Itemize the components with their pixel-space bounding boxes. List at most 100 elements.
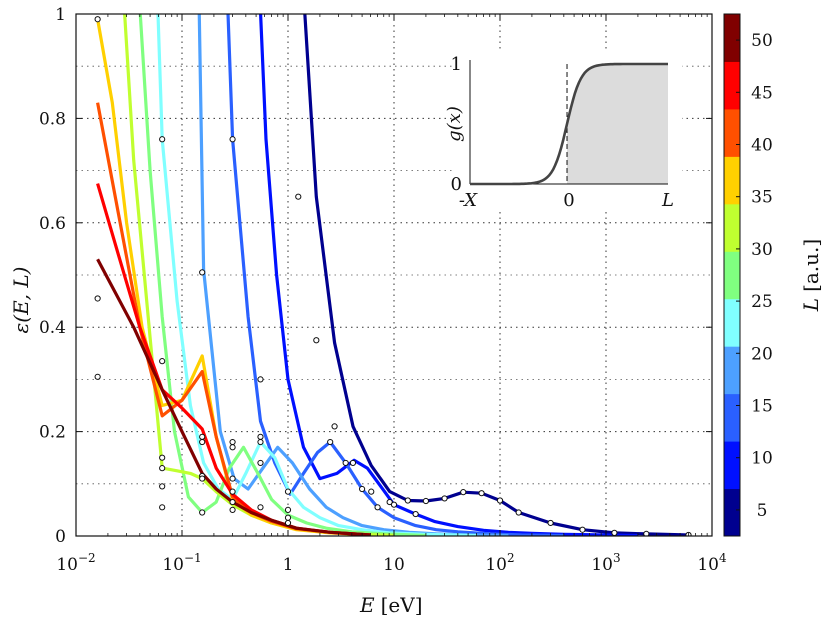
data-marker [159, 483, 166, 490]
series-line-l-52 [96, 258, 371, 536]
data-marker [515, 509, 522, 516]
data-marker [159, 136, 166, 143]
data-marker [284, 519, 292, 527]
inset-x-tick-label: 0 [563, 190, 574, 211]
data-marker [358, 485, 366, 493]
data-marker [579, 526, 586, 533]
colorbar-segment [724, 108, 740, 157]
data-marker [404, 497, 411, 504]
colorbar-frame [723, 13, 741, 537]
colorbar-segment [724, 441, 740, 490]
inset-y-axis-label: g(x) [444, 106, 465, 142]
series-line-l-30 [138, 14, 426, 536]
colorbar-tick-label: 40 [751, 136, 773, 156]
data-marker [284, 488, 292, 495]
x-tick-label: 1 [283, 555, 294, 575]
x-tick-label: 104 [697, 551, 727, 575]
y-tick-label: 0 [55, 527, 66, 547]
data-marker [199, 475, 206, 482]
y-tick-label: 0.8 [39, 109, 66, 129]
data-marker [159, 465, 166, 472]
colorbar-segment [724, 393, 740, 442]
data-marker [643, 530, 650, 536]
data-marker [478, 490, 485, 497]
colorbar-tick-label: 45 [751, 83, 773, 103]
data-marker [199, 433, 206, 440]
data-marker [368, 488, 375, 495]
data-markers [94, 16, 692, 536]
data-marker [159, 504, 166, 511]
data-marker [547, 519, 554, 527]
y-axis-ticks: 0 0.2 0.4 0.6 0.8 1 [39, 5, 712, 547]
data-marker [199, 509, 206, 516]
data-marker [374, 504, 381, 511]
series-line-l-10 [258, 14, 638, 536]
data-marker [342, 459, 349, 467]
data-marker [284, 506, 292, 513]
colorbar-segment [724, 488, 740, 537]
inset-x-tick-label: -X [459, 190, 478, 211]
data-marker [159, 358, 166, 365]
data-marker [412, 510, 419, 518]
data-marker [422, 497, 430, 505]
colorbar-tick-label: 10 [751, 449, 773, 469]
colorbar-tick-label: 35 [751, 188, 773, 208]
inset-y-tick-label: 0 [451, 174, 462, 195]
colorbar-segment [724, 61, 740, 110]
data-marker [199, 269, 206, 276]
data-marker [229, 438, 236, 446]
colorbar-tick-label: 25 [751, 292, 773, 312]
data-marker [229, 506, 236, 513]
data-marker [94, 16, 101, 23]
series-line-l-5 [303, 14, 689, 536]
colorbar-segment [724, 203, 740, 252]
data-marker [390, 501, 398, 508]
data-marker [257, 504, 264, 511]
y-axis-label: ε(E, L) [9, 267, 33, 334]
data-marker [441, 495, 448, 502]
colorbar-segment [724, 251, 740, 300]
x-tick-label: 102 [485, 551, 514, 575]
x-tick-label: 10−1 [162, 551, 201, 575]
colorbar-label: L[a.u.] [799, 239, 823, 312]
x-tick-label: 103 [591, 551, 620, 575]
y-tick-label: 1 [55, 5, 66, 25]
data-marker [257, 438, 264, 446]
data-marker [331, 423, 338, 430]
colorbar-segment [724, 156, 740, 205]
colorbar-tick-label: 20 [751, 344, 773, 364]
colorbar-segment [724, 14, 740, 62]
data-marker [257, 433, 264, 440]
colorbar-segment [724, 346, 740, 395]
series-lines [96, 14, 689, 536]
inset-sigmoid-curve [470, 62, 668, 186]
data-marker [460, 489, 467, 496]
data-marker [386, 498, 393, 506]
data-marker [496, 497, 504, 504]
colorbar-segment [724, 298, 740, 347]
y-tick-label: 0.6 [39, 214, 66, 234]
series-line-l-40 [96, 18, 371, 536]
data-marker [611, 529, 618, 536]
x-tick-label: 10 [383, 555, 405, 575]
data-marker [229, 488, 236, 495]
data-marker [159, 454, 166, 461]
y-tick-label: 0.2 [39, 423, 66, 443]
colorbar: 5 10 15 20 25 30 35 40 45 50 [723, 13, 773, 537]
data-marker [229, 498, 236, 506]
x-axis-ticks: 10−2 10−1 1 10 102 103 104 [56, 14, 727, 575]
data-marker [94, 373, 101, 380]
data-marker [257, 459, 264, 467]
inset-x-tick-label: L [661, 190, 674, 211]
data-marker [284, 514, 292, 521]
data-marker [257, 376, 264, 383]
colorbar-tick-label: 50 [751, 31, 773, 51]
data-marker [229, 475, 236, 482]
y-tick-label: 0.4 [39, 318, 66, 338]
data-marker [295, 193, 302, 200]
colorbar-tick-label: 5 [757, 501, 768, 521]
data-marker [313, 337, 320, 344]
inset-y-tick-label: 1 [451, 54, 462, 75]
